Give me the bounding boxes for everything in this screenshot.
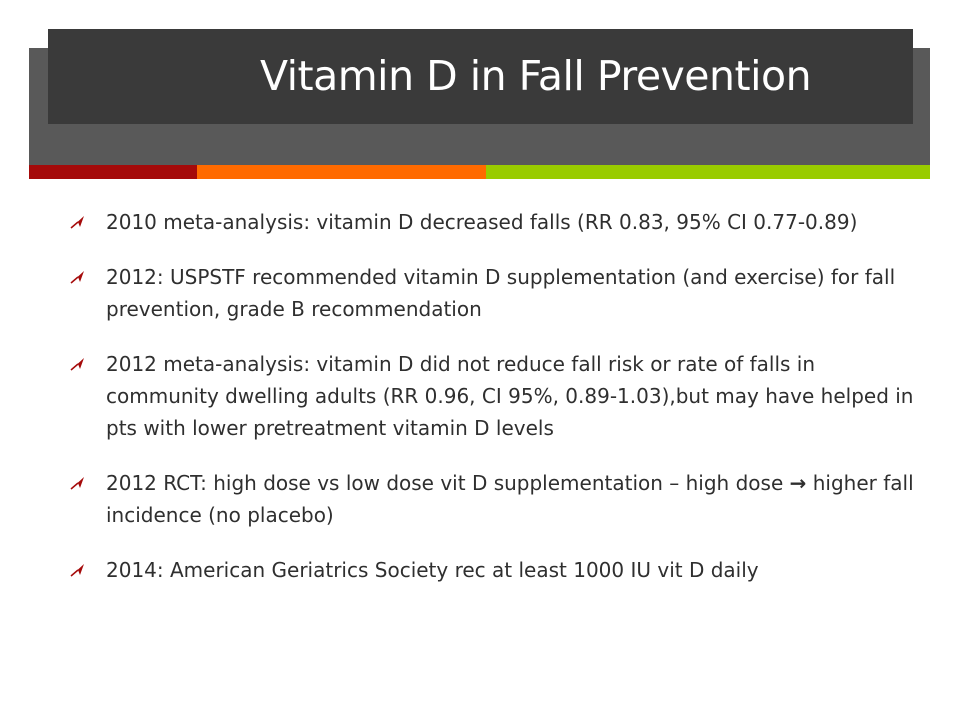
bullet-text-before-arrow: 2012 RCT: high dose vs low dose vit D su… <box>106 471 784 495</box>
arrow-bullet-icon <box>70 261 92 293</box>
bullet-text: 2012: USPSTF recommended vitamin D suppl… <box>106 265 896 321</box>
bullet-text: 2012 meta-analysis: vitamin D did not re… <box>106 352 914 440</box>
bullet-text: 2010 meta-analysis: vitamin D decreased … <box>106 210 858 234</box>
bullet-item: 2010 meta-analysis: vitamin D decreased … <box>70 206 920 238</box>
arrow-bullet-icon <box>70 206 92 238</box>
accent-segment-green <box>486 165 930 179</box>
bullet-item: 2012: USPSTF recommended vitamin D suppl… <box>70 261 920 325</box>
arrow-bullet-icon <box>70 467 92 499</box>
title-box: Vitamin D in Fall Prevention <box>48 29 913 124</box>
bullet-text: 2014: American Geriatrics Society rec at… <box>106 558 759 582</box>
bullet-item: 2014: American Geriatrics Society rec at… <box>70 554 920 586</box>
accent-bar <box>29 165 930 179</box>
arrow-bullet-icon <box>70 554 92 586</box>
accent-segment-orange <box>197 165 486 179</box>
accent-segment-red <box>29 165 197 179</box>
bullet-item: 2012 RCT: high dose vs low dose vit D su… <box>70 467 920 531</box>
right-arrow-icon: → <box>789 471 807 495</box>
arrow-bullet-icon <box>70 348 92 380</box>
bullet-text-after-arrow: higher fall incidence (no placebo) <box>106 471 914 527</box>
bullet-list: 2010 meta-analysis: vitamin D decreased … <box>70 206 920 609</box>
bullet-item: 2012 meta-analysis: vitamin D did not re… <box>70 348 920 444</box>
slide-title: Vitamin D in Fall Prevention <box>260 52 812 100</box>
